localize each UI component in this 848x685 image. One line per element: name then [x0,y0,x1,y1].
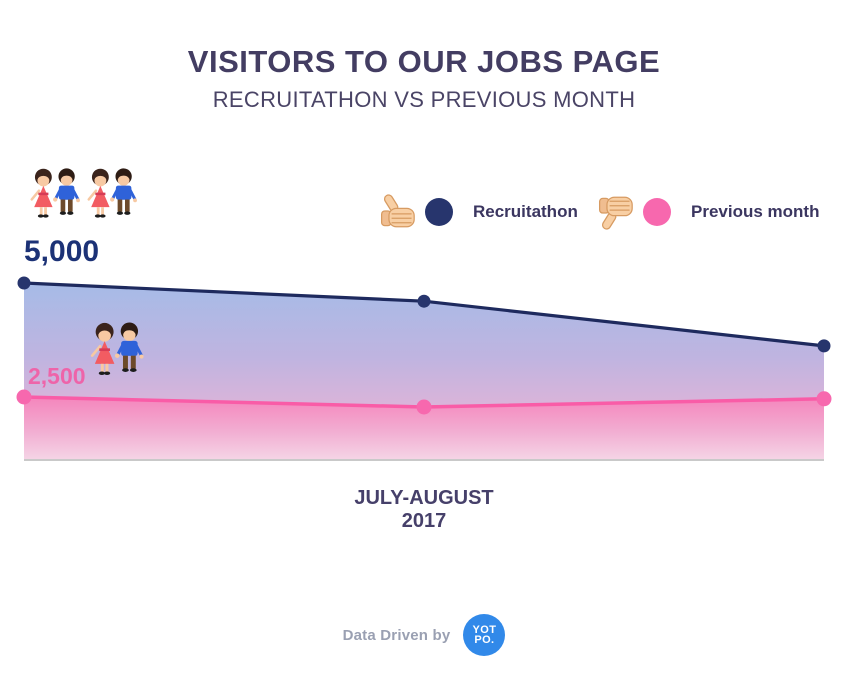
data-point [816,391,832,407]
chart-area-fills [24,283,824,460]
chart-data-points [16,276,832,415]
data-point [817,339,831,353]
page-title: VISITORS TO OUR JOBS PAGE [187,44,661,79]
recruitathon-legend-dot [425,198,453,226]
previous-month-legend-label: Previous month [691,202,820,221]
couple-icon [84,320,150,386]
series-area-1 [24,397,824,460]
page-subtitle: RECRUITATHON VS PREVIOUS MONTH [212,87,636,112]
previous-month-value-label: 2,500 [28,363,86,389]
previous-month-legend-dot [643,198,671,226]
x-axis-label-line1: JULY-AUGUST [354,487,494,509]
legend-item-previous-month: Previous month [597,190,819,234]
previous-month-people-icons [84,320,150,391]
x-axis-label-line2: 2017 [401,510,447,532]
recruitathon-legend-label: Recruitathon [473,202,578,221]
data-point [417,294,431,308]
data-point [16,389,32,405]
x-axis-label: JULY-AUGUST 2017 [0,487,848,533]
data-point [17,276,31,290]
yotpo-logo-line2: PO. [474,634,495,646]
yotpo-logo: YOT PO. [463,614,506,656]
footer-credit-text: Data Driven by [342,626,451,644]
footer: Data Driven by YOT PO. [0,614,848,656]
recruitathon-value-label: 5,000 [24,235,100,268]
legend-item-recruitathon: Recruitathon [379,190,578,234]
data-point [416,399,432,415]
yotpo-logo-line1: YOT [472,624,497,636]
